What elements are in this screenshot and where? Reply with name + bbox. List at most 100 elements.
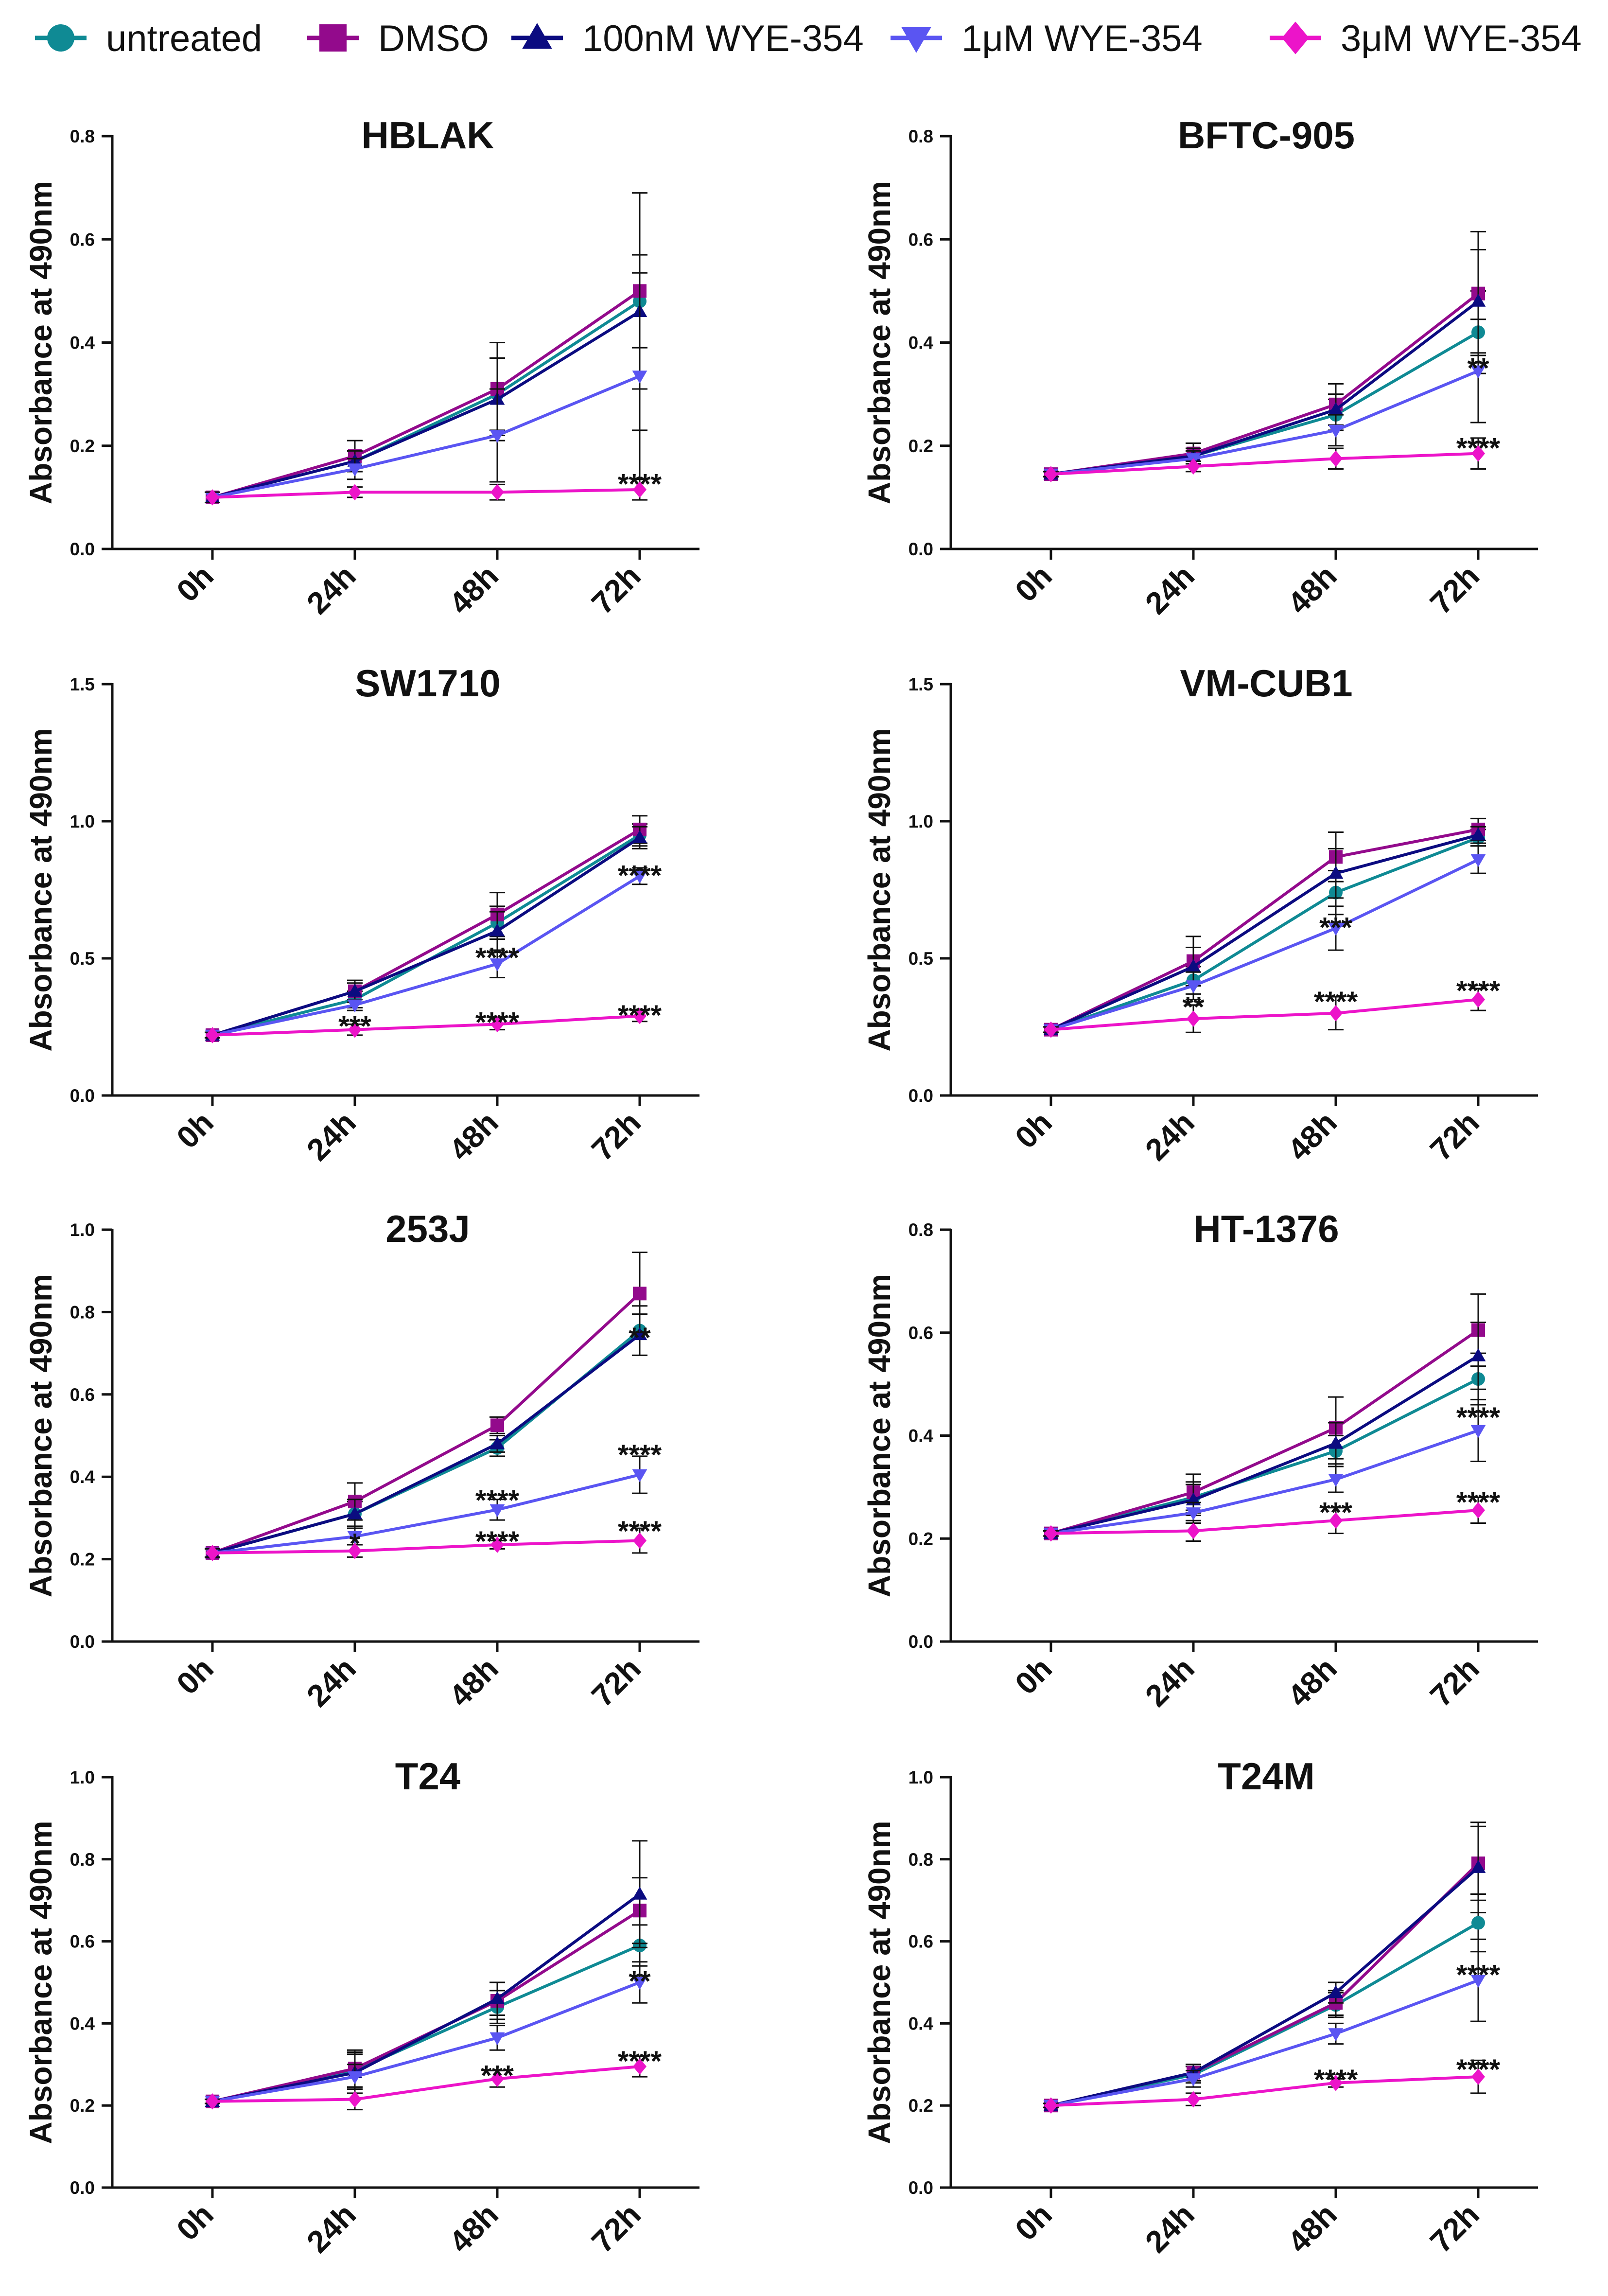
legend-marker-triangle-up xyxy=(522,23,552,49)
series-3um-wye-354 xyxy=(205,2055,647,2111)
y-tick-label: 0.8 xyxy=(70,126,95,146)
data-point xyxy=(632,1887,647,1900)
data-point xyxy=(1471,2068,1485,2085)
x-tick-label: 48h xyxy=(442,2197,505,2260)
data-point xyxy=(1328,1985,1344,1998)
y-tick-label: 0.4 xyxy=(909,1426,934,1446)
data-point xyxy=(348,484,362,501)
significance-label: **** xyxy=(618,860,662,892)
data-point xyxy=(347,1506,363,1519)
significance-label: **** xyxy=(618,1000,662,1031)
y-tick-label: 0.6 xyxy=(909,1323,933,1343)
series-untreated xyxy=(1043,1352,1486,1540)
x-tick-label: 72h xyxy=(1423,1105,1486,1167)
data-point xyxy=(347,984,363,997)
chart-panel-hblak: 0.0 0.2 0.4 0.6 0.8 0h 24h 48h 72h HBLAK Absorbanc… xyxy=(23,114,699,621)
x-tick-label: 0h xyxy=(170,2197,220,2247)
legend-label: DMSO xyxy=(378,18,489,59)
legend-label: 100nM WYE-354 xyxy=(582,18,864,59)
x-tick-label: 48h xyxy=(442,558,505,621)
y-tick-label: 0.0 xyxy=(70,539,95,559)
series-dmso xyxy=(205,1877,647,2108)
significance-label: ** xyxy=(1467,353,1489,384)
chart-title: HT-1376 xyxy=(1193,1207,1339,1250)
data-point xyxy=(632,1469,647,1483)
y-axis-label: Absorbance at 490nm xyxy=(23,728,58,1051)
data-point xyxy=(489,1991,505,2004)
data-point xyxy=(489,2032,505,2046)
series-1um-wye-354 xyxy=(205,272,647,505)
x-tick-label: 48h xyxy=(1281,1105,1344,1167)
x-tick-label: 24h xyxy=(300,558,363,621)
y-tick-label: 0.2 xyxy=(909,2096,933,2116)
data-point xyxy=(1470,854,1486,867)
y-axis-label: Absorbance at 490nm xyxy=(862,728,897,1051)
series-100nm-wye-354 xyxy=(1043,1821,1486,2111)
series-line xyxy=(212,836,641,1037)
series-dmso xyxy=(205,1252,647,1560)
data-point xyxy=(632,1327,647,1341)
series-line xyxy=(212,300,641,499)
data-point xyxy=(489,1504,505,1518)
data-point xyxy=(490,1537,504,1553)
chart-panel-t24: 0.0 0.2 0.4 0.6 0.8 1.0 0h 24h 48h 72h T24 Absorban… xyxy=(23,1755,699,2260)
y-axis-label: Absorbance at 490nm xyxy=(862,181,897,504)
series-1um-wye-354 xyxy=(205,867,647,1043)
series-line xyxy=(212,1333,641,1554)
data-point xyxy=(632,1977,647,1990)
x-tick-label: 24h xyxy=(1138,1105,1201,1167)
chart-title: T24M xyxy=(1218,1755,1314,1798)
series-3um-wye-354 xyxy=(205,1527,647,1561)
data-point xyxy=(1044,1525,1058,1542)
x-tick-label: 0h xyxy=(1008,1651,1059,1701)
y-tick-label: 0.5 xyxy=(70,949,95,969)
series-3um-wye-354 xyxy=(1043,988,1486,1038)
data-point xyxy=(348,1021,362,1038)
data-point xyxy=(347,2071,363,2084)
significance-label: **** xyxy=(475,942,520,974)
significance-label: **** xyxy=(475,1007,520,1038)
series-untreated xyxy=(1043,290,1486,481)
data-point xyxy=(1470,1975,1486,1988)
series-line xyxy=(212,875,641,1037)
y-tick-label: 0.4 xyxy=(909,333,934,353)
data-point xyxy=(1187,458,1200,475)
y-tick-label: 0.2 xyxy=(70,1550,95,1570)
y-tick-label: 0.0 xyxy=(909,1632,933,1652)
data-point xyxy=(1044,466,1058,482)
series-3um-wye-354 xyxy=(1043,2059,1486,2114)
chart-title: BFTC-905 xyxy=(1178,114,1355,157)
legend-label: 1μM WYE-354 xyxy=(961,18,1203,59)
legend-entry-3um-wye-354: 3μM WYE-354 xyxy=(1270,18,1582,59)
chart-panel-vm-cub1: 0.0 0.5 1.0 1.5 0h 24h 48h 72h VM-CUB1 Absorbance… xyxy=(862,662,1538,1167)
x-tick-label: 48h xyxy=(1281,1651,1344,1713)
series-line xyxy=(1050,2075,1479,2107)
series-line xyxy=(1050,828,1479,1031)
series-line xyxy=(1050,1866,1479,2107)
y-tick-label: 0.0 xyxy=(70,1632,95,1652)
y-tick-label: 0.2 xyxy=(909,436,933,456)
series-line xyxy=(212,1329,641,1554)
y-tick-label: 0.2 xyxy=(70,436,95,456)
data-point xyxy=(1470,365,1486,379)
data-point xyxy=(1044,2097,1058,2114)
y-tick-label: 1.5 xyxy=(70,674,95,694)
series-line xyxy=(212,488,640,499)
data-point xyxy=(632,870,647,884)
x-tick-label: 72h xyxy=(1423,558,1486,621)
series-line xyxy=(1050,452,1479,476)
data-point xyxy=(1470,1860,1486,1873)
chart-panel-bftc-905: 0.0 0.2 0.4 0.6 0.8 0h 24h 48h 72h BFTC-905 Absorb… xyxy=(862,114,1538,621)
x-tick-label: 0h xyxy=(1008,558,1059,609)
series-3um-wye-354 xyxy=(1043,437,1486,482)
y-tick-label: 0.6 xyxy=(909,230,933,249)
series-line xyxy=(212,289,641,499)
y-tick-label: 1.5 xyxy=(909,674,933,694)
data-point xyxy=(490,484,504,501)
significance-label: *** xyxy=(1319,912,1352,944)
chart-panel-ht-1376: 0.0 0.2 0.4 0.6 0.8 0h 24h 48h 72h HT-1376 Absorba… xyxy=(862,1207,1538,1713)
significance-label: **** xyxy=(1456,975,1501,1007)
significance-label: *** xyxy=(338,1011,371,1042)
series-line xyxy=(212,1893,641,2103)
data-point xyxy=(1470,1425,1486,1438)
